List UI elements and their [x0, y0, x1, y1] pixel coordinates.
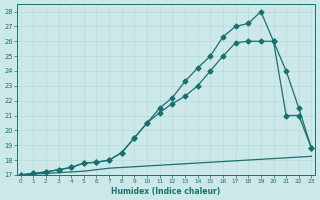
X-axis label: Humidex (Indice chaleur): Humidex (Indice chaleur) — [111, 187, 221, 196]
